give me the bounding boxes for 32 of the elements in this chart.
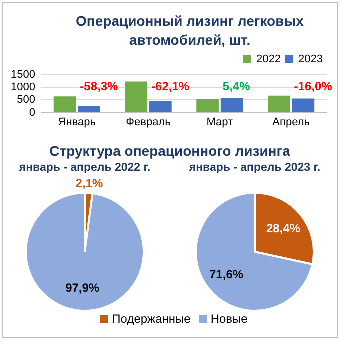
x-tick-label: Январь	[58, 116, 96, 128]
x-tick-label: Март	[206, 116, 234, 128]
annotation: -62,1%	[152, 79, 190, 94]
annotation: 5,4%	[222, 79, 251, 94]
bar	[54, 96, 76, 112]
data-label: 2,1%	[76, 176, 104, 190]
annotation: -16,0%	[294, 79, 333, 94]
bar	[196, 98, 219, 112]
chart-subtitle: январь - апрель 2023 г.	[188, 162, 322, 174]
y-tick-label: 1500	[10, 69, 36, 82]
legend-label: Новые	[210, 312, 248, 326]
data-label: 28,4%	[266, 221, 301, 236]
bar	[78, 106, 100, 112]
data-label: 71,6%	[210, 267, 244, 282]
bar	[268, 96, 290, 112]
data-label: 97,9%	[66, 280, 100, 295]
legend-label: Подержанные	[112, 312, 191, 326]
x-tick-label: Февраль	[126, 116, 172, 128]
chart-title: Структура операционного лизинга	[48, 143, 292, 159]
bar	[125, 82, 148, 112]
chart-subtitle: январь - апрель 2022 г.	[18, 162, 152, 174]
y-tick-label: 1000	[10, 82, 36, 94]
chart-title: Операционный лизинг легковых автомобилей, шт.	[75, 12, 305, 50]
legend-label: 2022	[256, 54, 282, 66]
y-tick-label: 500	[17, 94, 36, 106]
x-tick-label: Апрель	[272, 116, 310, 128]
bar	[292, 98, 315, 112]
y-tick-label: 0	[29, 106, 36, 119]
annotation: -58,3%	[80, 79, 119, 94]
bar	[150, 101, 172, 112]
bar	[220, 98, 244, 112]
legend-label: 2023	[298, 54, 324, 66]
